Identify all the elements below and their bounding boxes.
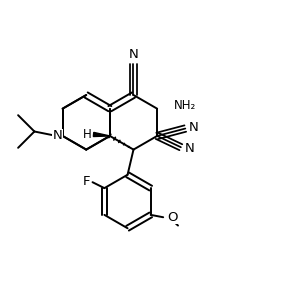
Text: N: N (129, 49, 138, 61)
Text: O: O (167, 211, 178, 224)
Text: H: H (82, 128, 91, 141)
Text: NH₂: NH₂ (174, 99, 196, 112)
Text: F: F (82, 175, 90, 188)
Text: N: N (52, 129, 62, 142)
Text: N: N (189, 121, 199, 134)
Polygon shape (93, 132, 110, 136)
Text: N: N (184, 142, 194, 155)
